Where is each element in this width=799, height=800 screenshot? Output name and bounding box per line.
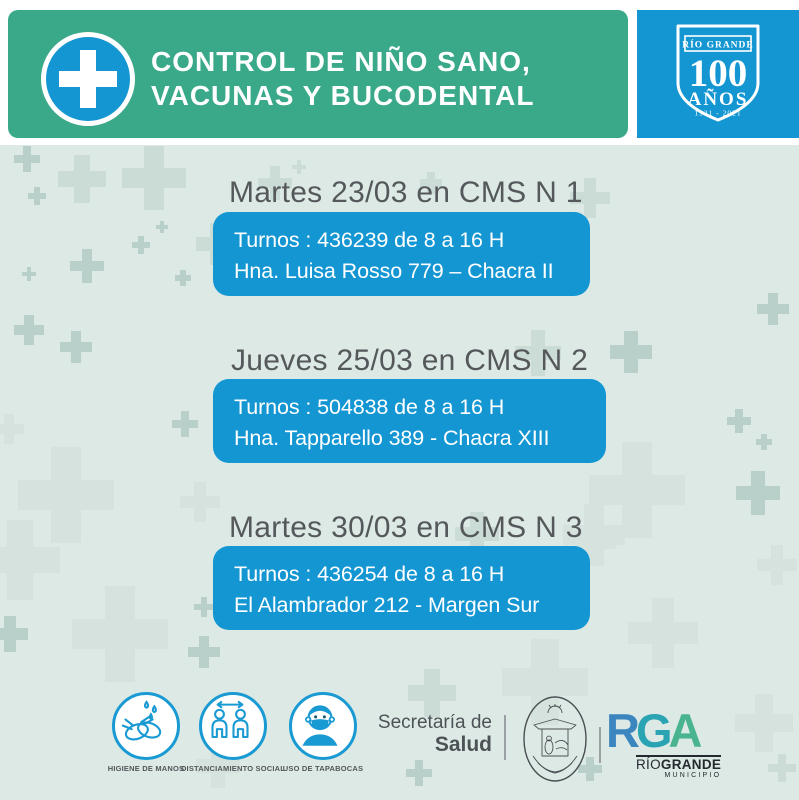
background-cross-shape — [757, 293, 789, 325]
background-cross-shape — [258, 166, 292, 200]
background-cross-shape — [18, 447, 114, 543]
rga-logo-subtitle: MUNICIPIO — [664, 772, 722, 779]
header-banner: CONTROL DE NIÑO SANO, VACUNAS Y BUCODENT… — [8, 10, 628, 138]
background-cross-shape — [0, 616, 28, 652]
background-cross-shape — [756, 434, 772, 450]
rga-letter-r: R — [606, 704, 640, 757]
secretary-line2: Salud — [434, 733, 492, 756]
poster-title-line1: CONTROL DE NIÑO SANO, — [151, 46, 531, 77]
rga-logo-name: RÍOGRANDE — [636, 755, 722, 772]
background-cross-shape — [0, 414, 24, 444]
schedule-card-1: Turnos : 436239 de 8 a 16 H Hna. Luisa R… — [213, 212, 590, 296]
schedule-heading-1: Martes 23/03 en CMS N 1 — [229, 176, 583, 209]
background-cross-shape — [58, 155, 106, 203]
background-cross-shape — [28, 187, 46, 205]
background-cross-shape — [757, 545, 797, 585]
schedule-card-3: Turnos : 436254 de 8 a 16 H El Alambrado… — [213, 546, 590, 630]
background-cross-shape — [408, 669, 456, 717]
background-cross-shape — [455, 512, 499, 556]
schedule-card-2-address: Hna. Tapparello 389 - Chacra XIII — [234, 426, 550, 450]
municipal-crest-icon — [521, 694, 589, 789]
background-cross-shape — [60, 331, 92, 363]
background-cross-shape — [589, 442, 685, 538]
footer-divider-2 — [599, 727, 601, 763]
background-cross-shape — [188, 636, 220, 668]
face-mask-label: USO DE TAPABOCAS — [282, 764, 364, 773]
background-cross-shape — [727, 409, 751, 433]
rga-letter-a: A — [668, 704, 703, 757]
background-cross-shape — [578, 757, 602, 781]
background-cross-shape — [132, 236, 150, 254]
background-cross-shape — [194, 597, 214, 617]
schedule-card-2: Turnos : 504838 de 8 a 16 H Hna. Tappare… — [213, 379, 606, 463]
rga-logo-letters: RGA — [606, 706, 721, 755]
background-cross-shape — [172, 411, 198, 437]
background-cross-shape — [22, 267, 36, 281]
background-cross-shape — [292, 160, 306, 174]
schedule-card-3-address: El Alambrador 212 - Margen Sur — [234, 593, 540, 617]
background-cross-shape — [502, 639, 588, 725]
badge-period: 1921 - 2021 — [694, 109, 741, 118]
social-distancing-label: DISTANCIAMIENTO SOCIAL — [180, 764, 286, 773]
background-cross-shape — [72, 586, 168, 682]
background-cross-shape — [180, 482, 220, 522]
secretary-line1: Secretaría de — [377, 712, 492, 733]
background-cross-shape — [0, 520, 60, 600]
background-cross-shape — [570, 178, 610, 218]
background-cross-shape — [735, 694, 793, 752]
social-distancing-icon — [199, 692, 267, 760]
schedule-card-3-turnos: Turnos : 436254 de 8 a 16 H — [234, 562, 505, 586]
background-cross-shape — [628, 598, 698, 668]
background-cross-shape — [14, 146, 40, 172]
poster-title-line2: VACUNAS Y BUCODENTAL — [151, 80, 535, 111]
background-cross-shape — [14, 315, 44, 345]
medical-cross-icon — [41, 32, 135, 126]
schedule-heading-3: Martes 30/03 en CMS N 3 — [229, 511, 583, 544]
poster-title: CONTROL DE NIÑO SANO, VACUNAS Y BUCODENT… — [151, 45, 535, 113]
background-cross-shape — [736, 471, 780, 515]
background-cross-shape — [768, 754, 796, 782]
background-cross-shape — [156, 221, 168, 233]
background-cross-shape — [122, 146, 186, 210]
rga-letter-g: G — [635, 704, 673, 757]
rga-name-grande: GRANDE — [660, 757, 722, 772]
background-cross-shape — [420, 172, 442, 194]
rga-municipality-logo: RGA RÍOGRANDE MUNICIPIO — [606, 706, 722, 779]
shield-outline-icon — [676, 24, 760, 122]
hand-washing-icon — [112, 692, 180, 760]
schedule-card-1-address: Hna. Luisa Rosso 779 – Chacra II — [234, 259, 554, 283]
rga-name-rio: RÍO — [636, 757, 661, 772]
background-cross-shape — [610, 331, 652, 373]
schedule-card-2-turnos: Turnos : 504838 de 8 a 16 H — [234, 395, 505, 419]
background-cross-shape — [70, 249, 104, 283]
centennial-badge: RÍO GRANDE 100 AÑOS 1921 - 2021 — [637, 10, 799, 138]
hand-washing-label: HIGIENE DE MANOS — [107, 764, 185, 773]
background-cross-shape — [175, 270, 191, 286]
shield-banner — [684, 35, 752, 52]
schedule-card-1-turnos: Turnos : 436239 de 8 a 16 H — [234, 228, 505, 252]
background-cross-shape — [515, 330, 561, 376]
badge-number: 100 — [689, 52, 748, 95]
schedule-heading-2: Jueves 25/03 en CMS N 2 — [231, 344, 589, 377]
footer-divider-1 — [504, 715, 506, 760]
badge-city: RÍO GRANDE — [682, 39, 754, 51]
background-cross-shape — [563, 504, 625, 566]
badge-years: AÑOS — [688, 88, 749, 110]
health-secretary-label: Secretaría de Salud — [378, 712, 492, 756]
background-cross-shape — [406, 760, 432, 786]
face-mask-icon — [289, 692, 357, 760]
